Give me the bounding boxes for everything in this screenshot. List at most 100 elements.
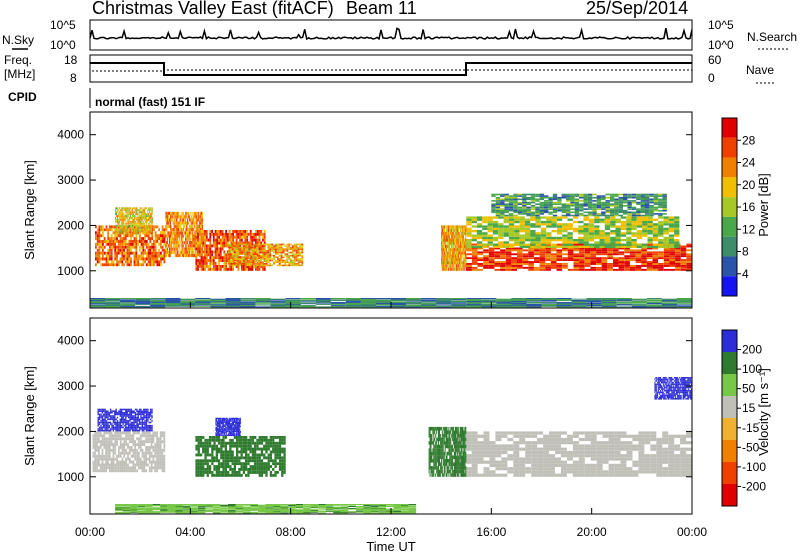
heatmap-cell — [117, 220, 118, 223]
heatmap-cell — [579, 195, 584, 197]
heatmap-cell — [124, 251, 127, 255]
heatmap-cell — [466, 247, 472, 250]
heatmap-cell — [441, 231, 443, 236]
heatmap-cell — [190, 250, 192, 254]
heatmap-cell — [615, 225, 621, 228]
heatmap-cell — [103, 431, 106, 435]
heatmap-cell — [517, 251, 523, 254]
heatmap-cell — [668, 220, 675, 224]
heatmap-cell — [118, 217, 120, 219]
heatmap-cell — [596, 251, 602, 254]
heatmap-cell — [658, 239, 664, 242]
heatmap-cell — [613, 259, 619, 261]
heatmap-cell — [556, 251, 563, 254]
heatmap-cell — [601, 253, 608, 256]
heatmap-cell — [112, 260, 115, 264]
heatmap-cell — [463, 225, 465, 229]
heatmap-cell — [496, 302, 512, 304]
heatmap-cell — [462, 241, 464, 245]
heatmap-cell — [117, 234, 120, 238]
heatmap-cell — [282, 243, 285, 246]
heatmap-cell — [237, 254, 240, 257]
heatmap-cell — [668, 227, 675, 230]
heatmap-cell — [103, 446, 106, 449]
heatmap-cell — [142, 213, 144, 215]
heatmap-cell — [202, 235, 205, 239]
heatmap-cell — [481, 298, 497, 300]
heatmap-cell — [663, 261, 670, 263]
heatmap-cell — [550, 255, 557, 258]
heatmap-cell — [166, 228, 168, 232]
heatmap-cell — [631, 227, 637, 230]
heatmap-cell — [526, 196, 531, 199]
heatmap-cell — [192, 218, 194, 222]
heatmap-cell — [173, 221, 175, 225]
heatmap-cell — [151, 213, 153, 215]
heatmap-cell — [297, 253, 300, 255]
heatmap-cell — [620, 225, 627, 228]
heatmap-cell — [301, 251, 304, 254]
heatmap-cell — [562, 259, 568, 261]
heatmap-cell — [607, 263, 613, 265]
heatmap-cell — [345, 301, 361, 303]
heatmap-cell — [578, 232, 584, 235]
heatmap-cell — [131, 211, 133, 214]
heatmap-cell — [212, 232, 215, 236]
heatmap-cell — [110, 257, 113, 261]
heatmap-cell — [663, 218, 669, 221]
heatmap-cell — [110, 228, 113, 232]
heatmap-cell — [185, 253, 187, 258]
heatmap-cell — [144, 260, 146, 264]
heatmap-cell — [151, 226, 153, 229]
heatmap-cell — [686, 243, 692, 246]
heatmap-cell — [586, 298, 602, 300]
heatmap-cell — [583, 201, 588, 204]
heatmap-cell — [120, 220, 122, 223]
heatmap-cell — [102, 234, 104, 238]
heatmap-cell — [584, 263, 591, 265]
heatmap-cell — [444, 267, 446, 271]
heatmap-cell — [519, 230, 525, 233]
heatmap-cell — [561, 209, 566, 212]
heatmap-cell — [124, 215, 126, 217]
heatmap-cell — [456, 261, 458, 265]
heatmap-cell — [201, 224, 203, 228]
heatmap-cell — [641, 253, 647, 256]
heatmap-cell — [95, 263, 97, 267]
heatmap-cell — [263, 238, 266, 242]
heatmap-cell — [459, 264, 461, 268]
heatmap-cell — [96, 446, 98, 449]
heatmap-cell — [189, 237, 191, 241]
heatmap-cell — [278, 251, 281, 254]
heatmap-cell — [148, 217, 150, 219]
heatmap-cell — [235, 238, 238, 242]
heatmap-cell — [121, 446, 124, 449]
heatmap-cell — [135, 298, 151, 299]
heatmap-cell — [607, 255, 613, 258]
heatmap-cell — [109, 263, 111, 267]
heatmap-cell — [259, 263, 262, 265]
heatmap-cell — [658, 225, 664, 228]
heatmap-cell — [496, 301, 512, 303]
heatmap-cell — [522, 198, 527, 201]
heatmap-cell — [197, 244, 199, 248]
heatmap-cell — [163, 257, 166, 261]
heatmap-cell — [505, 259, 512, 261]
heatmap-cell — [256, 253, 259, 255]
heatmap-cell — [108, 457, 111, 461]
heatmap-cell — [544, 203, 549, 205]
heatmap-cell — [668, 241, 675, 244]
heatmap-cell — [185, 221, 186, 225]
heatmap-cell — [120, 228, 122, 231]
heatmap-cell — [601, 211, 606, 214]
heatmap-cell — [103, 245, 106, 249]
heatmap-cell — [200, 224, 202, 228]
heatmap-cell — [466, 227, 472, 230]
heatmap-cell — [151, 211, 153, 214]
heatmap-cell — [132, 469, 135, 473]
heatmap-cell — [658, 223, 664, 226]
heatmap-cell — [135, 305, 151, 307]
heatmap-cell — [530, 211, 536, 214]
heatmap-cell — [136, 448, 138, 452]
heatmap-cell — [161, 231, 164, 235]
